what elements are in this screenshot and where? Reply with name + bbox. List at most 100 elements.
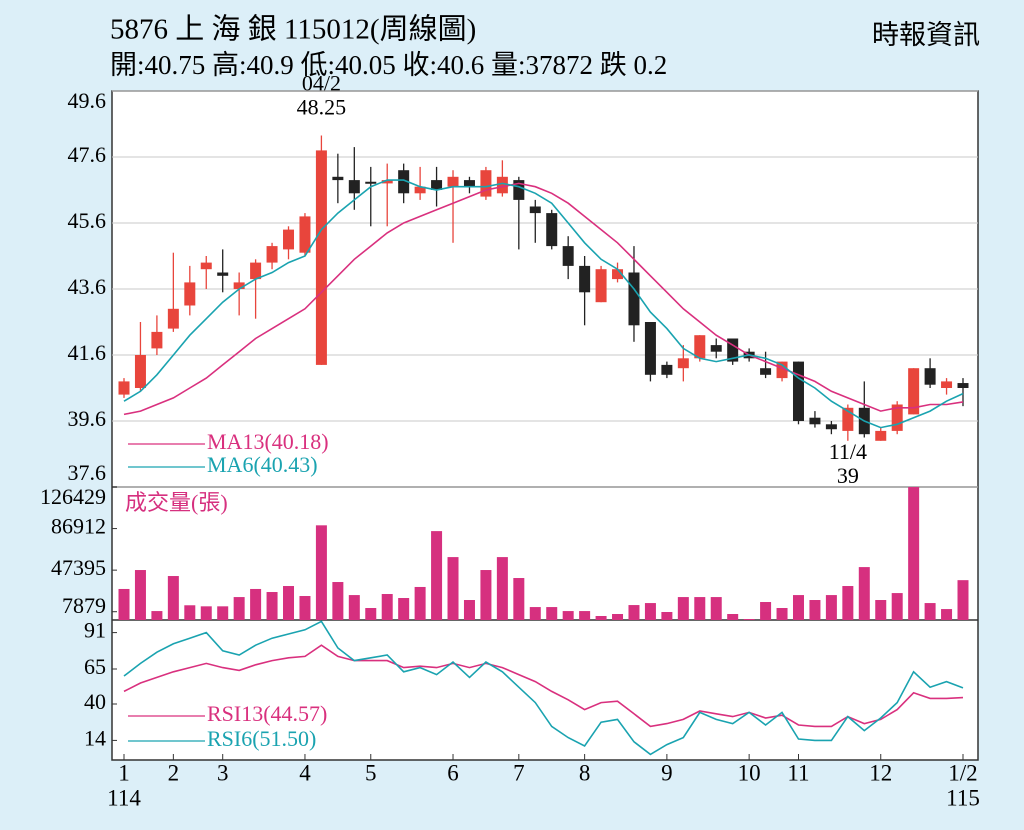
y-tick-label: 40 <box>84 689 106 714</box>
volume-bar <box>381 594 393 620</box>
volume-bar <box>809 600 821 620</box>
volume-bar <box>299 596 311 620</box>
y-tick-label: 86912 <box>51 514 106 539</box>
candle-body <box>792 361 804 421</box>
series-line <box>123 620 964 756</box>
candle-body <box>595 269 607 303</box>
volume-bar <box>167 576 179 620</box>
candle-body <box>299 216 311 253</box>
volume-bar <box>710 597 722 620</box>
y-tick-label: 65 <box>84 654 106 679</box>
volume-bar <box>414 586 426 620</box>
x-tick-label: 12 <box>869 760 892 785</box>
candle-body <box>134 355 146 388</box>
volume-bar <box>348 595 360 620</box>
candle-body <box>908 368 920 415</box>
volume-bar <box>858 567 870 620</box>
y-tick-label: 47395 <box>51 555 106 580</box>
volume-bar <box>957 580 969 620</box>
candle-body <box>118 381 130 395</box>
volume-bar <box>200 606 212 620</box>
legend-label: RSI13(44.57) <box>207 701 327 726</box>
x-tick-label: 1/2 <box>948 760 977 785</box>
volume-bar <box>792 595 804 620</box>
volume-bar <box>134 570 146 620</box>
volume-bar <box>743 619 755 620</box>
candle-body <box>891 404 903 431</box>
candle-body <box>398 170 410 194</box>
y-tick-label: 39.6 <box>68 406 107 431</box>
volume-bar <box>315 525 327 620</box>
volume-bar <box>644 603 656 620</box>
candle-body <box>332 176 344 181</box>
annotation-label: 11/4 <box>829 439 867 464</box>
source: 時報資訊 <box>872 20 980 50</box>
volume-bar <box>431 531 443 620</box>
candle-body <box>266 246 278 263</box>
x-tick-label: 3 <box>217 760 229 785</box>
x-tick-label: 6 <box>447 760 459 785</box>
volume-bar <box>266 592 278 620</box>
candle-body <box>167 308 179 329</box>
candle-body <box>480 170 492 197</box>
candle-body <box>529 206 541 214</box>
candle-body <box>496 176 508 194</box>
candle-body <box>628 272 640 326</box>
y-tick-label: 43.6 <box>68 274 107 299</box>
volume-bar <box>825 595 837 620</box>
x-tick-label: 11 <box>787 760 809 785</box>
x-year-label: 114 <box>107 785 141 810</box>
y-tick-label: 91 <box>84 618 106 643</box>
candle-body <box>381 180 393 184</box>
candle-body <box>727 338 739 362</box>
volume-bar <box>496 557 508 620</box>
candle-body <box>842 407 854 431</box>
candle-body <box>200 262 212 270</box>
candle-body <box>513 180 525 200</box>
series-line <box>123 644 964 728</box>
y-tick-label: 126429 <box>40 484 106 509</box>
volume-bar <box>579 611 591 620</box>
candle-body <box>431 180 443 190</box>
series-line <box>123 179 964 429</box>
candle-body <box>776 361 788 379</box>
x-tick-label: 10 <box>738 760 761 785</box>
x-tick-label: 4 <box>299 760 311 785</box>
volume-bar <box>217 606 229 620</box>
volume-bar <box>233 597 245 620</box>
volume-bar <box>250 588 262 620</box>
candle-body <box>809 417 821 425</box>
legend-label: RSI6(51.50) <box>207 726 316 751</box>
candle-body <box>957 383 969 388</box>
y-tick-label: 47.6 <box>68 142 107 167</box>
volume-bar <box>529 607 541 620</box>
volume-bar <box>463 600 475 620</box>
candle-body <box>661 364 673 375</box>
volume-bar <box>151 611 163 620</box>
annotation-value: 48.25 <box>297 95 347 120</box>
candle-body <box>924 368 936 385</box>
volume-bar <box>760 602 772 620</box>
volume-bar <box>941 609 953 620</box>
legend-label: MA13(40.18) <box>207 429 329 454</box>
volume-bar <box>398 598 410 620</box>
candle-body <box>233 282 245 289</box>
volume-bar <box>924 603 936 620</box>
volume-bar <box>562 611 574 620</box>
x-tick-label: 8 <box>579 760 591 785</box>
volume-bar <box>546 607 558 620</box>
candle-body <box>694 335 706 359</box>
volume-bar <box>677 597 689 620</box>
volume-bar <box>480 570 492 620</box>
volume-bar <box>447 557 459 620</box>
candle-body <box>825 424 837 430</box>
chart-title: 5876 上 海 銀 115012(周線圖) <box>110 13 476 46</box>
y-tick-label: 41.6 <box>68 340 107 365</box>
candle-body <box>217 272 229 276</box>
candle-body <box>151 331 163 349</box>
candle-body <box>579 265 591 293</box>
volume-bar <box>612 614 624 620</box>
quote-info: 開:40.75 高:40.9 低:40.05 收:40.6 量:37872 跌 … <box>110 50 667 80</box>
volume-bar <box>365 608 377 620</box>
